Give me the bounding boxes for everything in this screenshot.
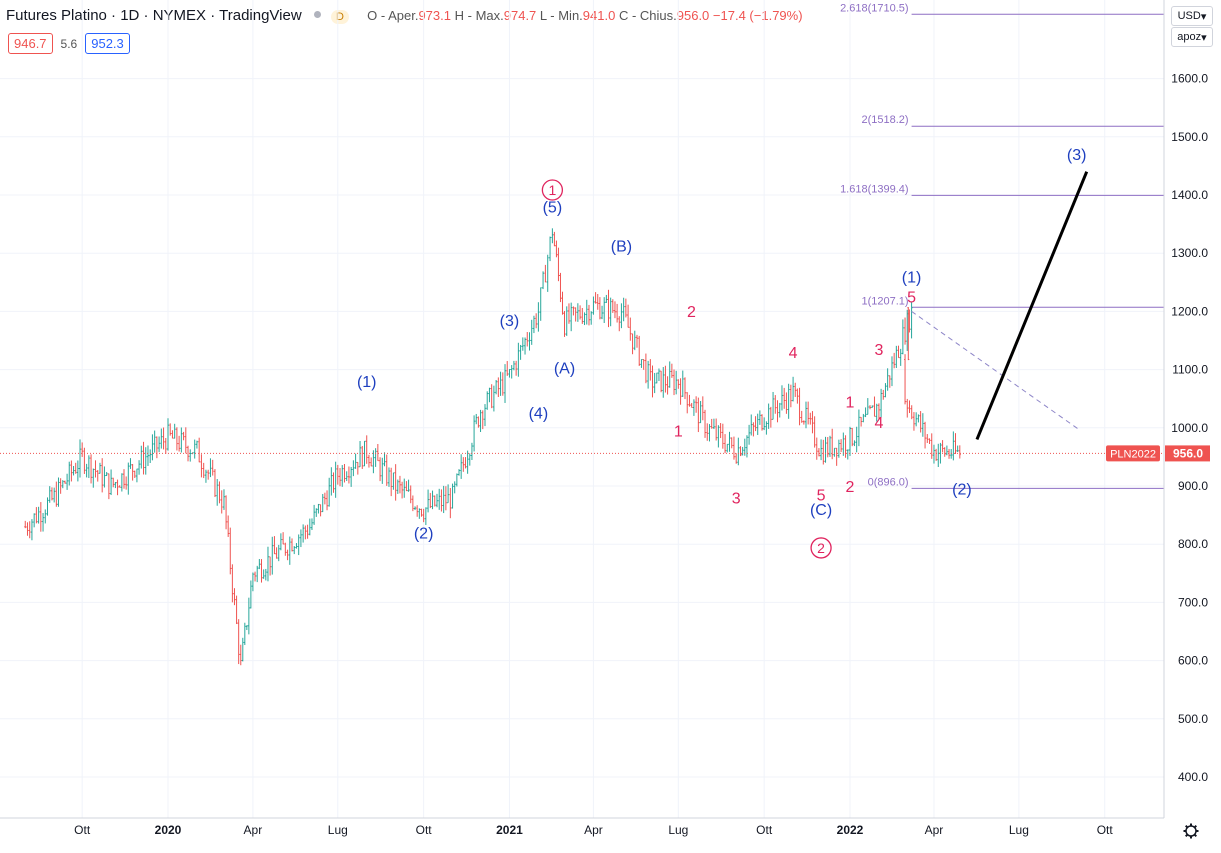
wave-label: (A) (554, 361, 575, 378)
scale-mode-dropdown[interactable]: apoz ▾ (1171, 27, 1213, 47)
ohlc-readout: O - Aper.973.1 H - Max.974.7 L - Min.941… (367, 8, 802, 23)
wave-label: (B) (611, 238, 632, 255)
price-tick-label: 400.0 (1178, 770, 1208, 784)
wave-label: (1) (902, 269, 922, 286)
fib-level-label: 1.618(1399.4) (840, 183, 909, 195)
wave-label-circle (541, 179, 564, 201)
wave-label: (3) (1067, 147, 1087, 164)
price-tick-label: 1500.0 (1171, 130, 1208, 144)
time-tick-label: Apr (925, 823, 944, 837)
fibonacci-extension: 2.618(1710.5) 2(1518.2) 1.618(1399.4) 1(120… (840, 2, 1164, 489)
wave-label: (4) (529, 405, 549, 422)
ohlc-low-label: L - Min. (539, 8, 583, 23)
price-tick-label: 1100.0 (1172, 363, 1208, 377)
time-tick-label: Ott (74, 823, 91, 837)
drawing-lines (0, 171, 1164, 454)
fib-level-label: 0(896.0) (868, 476, 909, 488)
delayed-badge[interactable]: D (331, 10, 349, 24)
ohlc-low-value: 941.0 (582, 8, 616, 23)
market-status-icon (313, 11, 321, 18)
scale-mode-label: apoz (1177, 31, 1202, 43)
time-tick-label: 2022 (837, 823, 864, 837)
time-tick-label: Lug (668, 823, 688, 837)
fib-level-label: 2(1518.2) (861, 114, 908, 126)
time-tick-label: Ott (416, 823, 433, 837)
bid-button[interactable]: 946.7 (8, 33, 53, 54)
price-tick-label: 800.0 (1178, 537, 1208, 551)
ask-button[interactable]: 952.3 (85, 33, 130, 54)
chart-header: Futures Platino · 1D · NYMEX · TradingVi… (6, 7, 803, 24)
time-tick-label: Ott (756, 823, 773, 837)
wave-label: 4 (874, 415, 883, 432)
time-tick-label: Apr (584, 823, 603, 837)
wave-label: 5 (817, 488, 826, 505)
wave-label: (2) (414, 525, 434, 542)
wave-label: 1 (674, 424, 683, 441)
price-tick-label: 1600.0 (1171, 72, 1208, 86)
ohlc-close-value: 956.0 (676, 8, 710, 23)
wave-label: 2 (817, 540, 825, 556)
gear-icon-tooth (1193, 824, 1198, 829)
price-tick-label: 700.0 (1178, 595, 1208, 609)
price-tick-label: 600.0 (1178, 654, 1208, 668)
wave-label: (5) (543, 199, 563, 216)
wave-label: 4 (789, 345, 798, 362)
wave-label: 3 (732, 490, 741, 507)
wave-label: (1) (357, 374, 377, 391)
wave-label-circle (810, 537, 832, 559)
symbol-title: Futures Platino · 1D · NYMEX · TradingVi… (6, 7, 302, 24)
wave-label: 2 (687, 304, 696, 321)
fib-level-label: 2.618(1710.5) (840, 2, 909, 14)
time-tick-label: Lug (1009, 823, 1029, 837)
currency-label: USD (1177, 10, 1201, 22)
price-tick-label: 1200.0 (1171, 304, 1208, 318)
wave-label: 5 (907, 290, 916, 307)
dashed-trend-line (911, 310, 1080, 430)
spread-value: 5.6 (60, 36, 78, 51)
last-price-value: 956.0 (1173, 446, 1203, 460)
wave-label: (2) (952, 482, 972, 499)
time-tick-label: 2021 (496, 823, 523, 837)
axes: 400.0 500.0 600.0 700.0 800.0 900.0 1000.0 1100… (0, 0, 1210, 839)
fib-level-label: 1(1207.1) (861, 295, 908, 307)
time-tick-label: Ott (1097, 823, 1114, 837)
projection-line (975, 171, 1089, 441)
wave-labels: (1)(2)(3)(4)(5)1(A)(B)12345(C)212345(1)(… (357, 147, 1087, 559)
symbol-tag (1106, 445, 1160, 462)
bid-ask-panel: 946.7 5.6 952.3 (8, 33, 130, 54)
symbol-tag-label: PLN2022 (1110, 448, 1156, 460)
wave-label: 1 (846, 394, 855, 411)
last-price-tag (1165, 445, 1210, 462)
gear-icon-ring (1185, 825, 1197, 837)
gear-icon-tooth (1184, 824, 1189, 829)
chevron-down-icon: ▾ (1201, 31, 1207, 44)
gear-icon-tooth (1193, 833, 1198, 838)
ohlc-change: −17.4 (−1.79%) (712, 8, 803, 23)
time-tick-label: Lug (328, 823, 348, 837)
grid-lines (0, 0, 1164, 818)
gear-icon[interactable] (1183, 823, 1199, 839)
wave-label: (3) (500, 313, 520, 330)
ohlc-open-value: 973.1 (418, 8, 451, 23)
price-tick-label: 1400.0 (1171, 188, 1208, 202)
price-tick-label: 1300.0 (1171, 246, 1208, 260)
price-tick-label: 500.0 (1178, 712, 1208, 726)
ohlc-open-label: O - Aper. (367, 8, 419, 23)
price-tick-label: 900.0 (1178, 479, 1208, 493)
price-tick-label: 1000.0 (1171, 421, 1208, 435)
gear-icon-tooth (1184, 833, 1189, 838)
time-tick-label: 2020 (155, 823, 182, 837)
chevron-down-icon: ▾ (1200, 10, 1207, 23)
price-candles (24, 228, 961, 666)
time-tick-label: Apr (244, 823, 263, 837)
ohlc-high-value: 974.7 (503, 8, 537, 23)
currency-dropdown[interactable]: USD ▾ (1171, 6, 1213, 26)
wave-label: 2 (846, 479, 855, 496)
wave-label: 1 (548, 182, 556, 198)
ohlc-close-label: C - Chius. (618, 8, 677, 23)
ohlc-high-label: H - Max. (454, 8, 504, 23)
wave-label: (C) (810, 502, 832, 519)
wave-label: 3 (874, 342, 883, 359)
